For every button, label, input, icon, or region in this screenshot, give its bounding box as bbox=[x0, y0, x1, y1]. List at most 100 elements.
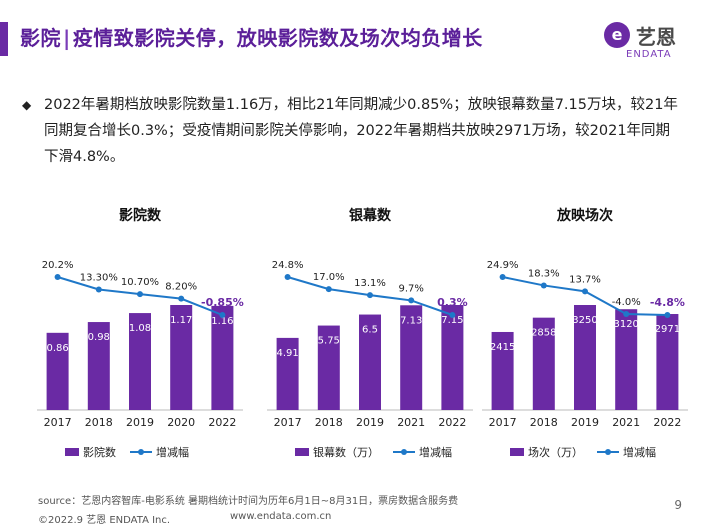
bar bbox=[615, 309, 638, 410]
chart-shows: 放映场次 2415 2017 2858 2018 3250 2019 3120 2021 2971… bbox=[470, 205, 700, 465]
page-title: 影院 | 疫情致影院关停，放映影院数及场次均负增长 bbox=[20, 22, 483, 51]
title-separator: | bbox=[63, 26, 71, 50]
title-text: 疫情致影院关停，放映影院数及场次均负增长 bbox=[72, 26, 483, 50]
legend-bar-label: 影院数 bbox=[83, 445, 116, 459]
bar-value-label: 2858 bbox=[531, 328, 556, 339]
legend-line-marker bbox=[401, 449, 407, 455]
bar-value-label: 0.86 bbox=[46, 343, 68, 354]
chart-title: 放映场次 bbox=[556, 207, 613, 224]
line-point bbox=[178, 295, 185, 302]
line-value-label: 8.20% bbox=[165, 282, 197, 293]
diamond-bullet-icon: ◆ bbox=[22, 98, 32, 112]
line-point bbox=[219, 312, 226, 318]
line-point bbox=[284, 274, 291, 280]
line-value-label: -4.8% bbox=[650, 296, 685, 309]
legend-line-label: 增减幅 bbox=[623, 445, 656, 459]
line-value-label: 13.7% bbox=[569, 274, 601, 285]
x-tick-label: 2022 bbox=[208, 416, 236, 429]
chart-title: 影院数 bbox=[119, 207, 162, 224]
logo-text-cn: 艺恩 bbox=[636, 25, 676, 49]
bar bbox=[129, 313, 151, 410]
bar-value-label: 2971 bbox=[655, 324, 680, 335]
line-point bbox=[623, 310, 630, 317]
bar bbox=[359, 314, 381, 410]
bar bbox=[491, 331, 514, 410]
x-tick-label: 2022 bbox=[653, 416, 681, 429]
x-tick-label: 2017 bbox=[44, 416, 72, 429]
title-section: 影院 bbox=[20, 26, 61, 50]
x-tick-label: 2018 bbox=[315, 416, 343, 429]
logo-text-en: ENDATA bbox=[626, 49, 672, 60]
bar-value-label: 6.5 bbox=[362, 325, 378, 336]
x-tick-label: 2019 bbox=[126, 416, 154, 429]
bar bbox=[87, 322, 110, 410]
legend-bar-label: 场次（万） bbox=[528, 445, 583, 459]
chart-title: 银幕数 bbox=[349, 207, 392, 224]
x-tick-label: 2021 bbox=[612, 416, 640, 429]
chart-screens: 银幕数 4.91 2017 5.75 2018 6.5 2019 7.13 2021 7.15 20… bbox=[255, 205, 485, 465]
x-tick-label: 2022 bbox=[438, 416, 466, 429]
bar bbox=[400, 305, 423, 410]
bar-value-label: 4.91 bbox=[276, 348, 298, 359]
line-value-label: 17.0% bbox=[313, 272, 345, 283]
footer-website: www.endata.com.cn bbox=[230, 511, 332, 522]
logo-mark-icon: e bbox=[604, 22, 630, 48]
line-value-label: 9.7% bbox=[398, 283, 423, 294]
title-accent-bar bbox=[0, 22, 8, 56]
line-value-label: 10.70% bbox=[121, 277, 159, 288]
bar-value-label: 1.08 bbox=[129, 323, 151, 334]
chart-screens-svg: 银幕数 4.91 2017 5.75 2018 6.5 2019 7.13 2021 7.15 20… bbox=[267, 207, 473, 459]
bar-value-label: 2415 bbox=[490, 342, 515, 353]
legend-line-marker bbox=[138, 449, 144, 455]
endata-logo: e 艺恩 ENDATA bbox=[600, 18, 690, 62]
bar bbox=[170, 305, 193, 410]
line-point bbox=[449, 312, 456, 318]
chart-shows-svg: 放映场次 2415 2017 2858 2018 3250 2019 3120 2021 2971… bbox=[482, 207, 688, 459]
line-value-label: 24.9% bbox=[487, 260, 519, 271]
footer-source: source：艺恩内容智库-电影系统 暑期档统计时间为历年6月1日~8月31日，… bbox=[38, 496, 459, 507]
line-point bbox=[54, 274, 61, 280]
bar bbox=[532, 317, 555, 410]
line-point bbox=[499, 274, 506, 280]
line-value-label: -4.0% bbox=[612, 297, 641, 308]
chart-cinemas: 影院数 0.86 2017 0.98 2018 1.08 2019 1.17 2020 1.16 2… bbox=[25, 205, 255, 465]
x-tick-label: 2017 bbox=[489, 416, 517, 429]
x-tick-label: 2018 bbox=[530, 416, 558, 429]
line-point bbox=[137, 291, 143, 298]
bar bbox=[656, 314, 679, 410]
line-value-label: 13.30% bbox=[80, 272, 118, 283]
bar bbox=[46, 332, 69, 410]
bar-value-label: 3250 bbox=[572, 315, 597, 326]
line-value-label: 13.1% bbox=[354, 278, 386, 289]
legend-line-label: 增减幅 bbox=[419, 445, 452, 459]
x-tick-label: 2019 bbox=[571, 416, 599, 429]
bar bbox=[211, 305, 234, 410]
legend-bar-swatch bbox=[295, 448, 309, 456]
legend-line-marker bbox=[605, 449, 611, 455]
line-value-label: 24.8% bbox=[272, 260, 304, 271]
legend-bar-swatch bbox=[65, 448, 79, 456]
chart-cinemas-svg: 影院数 0.86 2017 0.98 2018 1.08 2019 1.17 2020 1.16 2… bbox=[37, 207, 244, 459]
summary-text: 2022年暑期档放映影院数量1.16万，相比21年同期减少0.85%；放映银幕数… bbox=[44, 97, 678, 165]
line-point bbox=[582, 288, 588, 295]
bar-value-label: 5.75 bbox=[318, 336, 340, 347]
bar bbox=[441, 305, 464, 410]
bar-value-label: 3120 bbox=[613, 319, 638, 330]
legend-bar-label: 银幕数（万） bbox=[313, 445, 379, 459]
bar-value-label: 1.16 bbox=[211, 316, 233, 327]
bar-value-label: 0.98 bbox=[88, 332, 110, 343]
line-value-label: 18.3% bbox=[528, 268, 560, 279]
x-tick-label: 2021 bbox=[397, 416, 425, 429]
line-point bbox=[664, 312, 671, 318]
line-point bbox=[95, 286, 102, 293]
summary-bullet: ◆ 2022年暑期档放映影院数量1.16万，相比21年同期减少0.85%；放映银… bbox=[22, 92, 682, 170]
line-value-label: -0.85% bbox=[201, 296, 244, 309]
line-point bbox=[540, 282, 547, 289]
line-value-label: 0.3% bbox=[437, 296, 468, 309]
line-point bbox=[408, 297, 415, 304]
bar bbox=[276, 337, 299, 410]
legend-line-label: 增减幅 bbox=[156, 445, 189, 459]
line-value-label: 20.2% bbox=[42, 260, 74, 271]
bar-value-label: 7.13 bbox=[400, 315, 422, 326]
bar-value-label: 1.17 bbox=[170, 315, 192, 326]
